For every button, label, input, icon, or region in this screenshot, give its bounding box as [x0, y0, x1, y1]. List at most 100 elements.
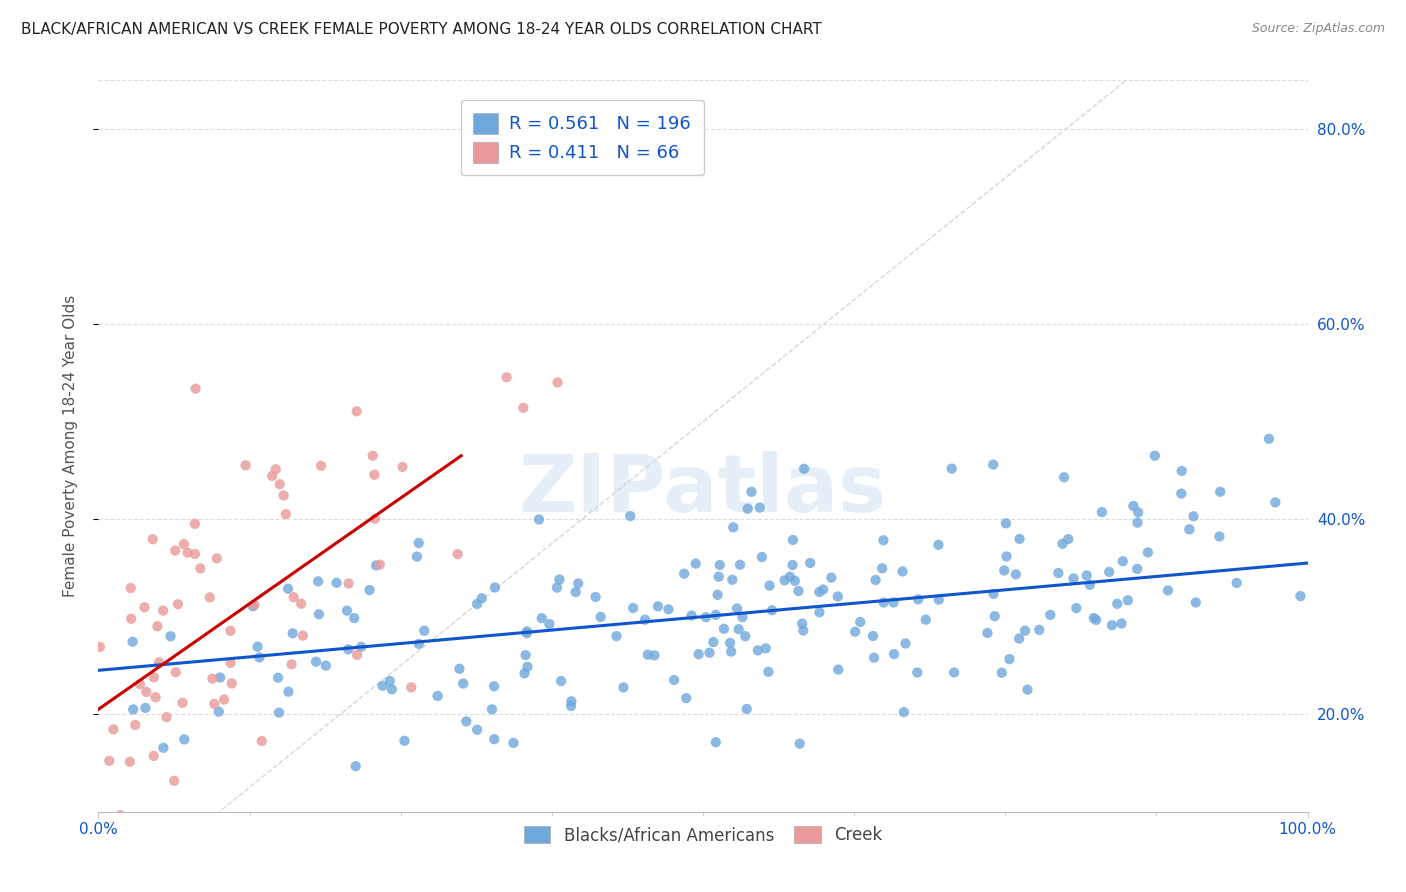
Point [990, 665, 1012, 680]
Point [152, 604, 174, 618]
Point [981, 458, 1004, 472]
Point [344, 759, 367, 773]
Point [1091, 505, 1114, 519]
Point [176, 546, 198, 560]
Point [1111, 616, 1133, 631]
Point [142, 748, 165, 763]
Point [408, 536, 430, 550]
Point [135, 854, 157, 868]
Point [1170, 464, 1192, 478]
Point [907, 592, 929, 607]
Point [1157, 583, 1180, 598]
Point [748, 500, 770, 515]
Point [787, 584, 810, 599]
Point [159, 629, 181, 643]
Point [1008, 632, 1031, 646]
Point [1264, 495, 1286, 509]
Point [516, 660, 538, 674]
Point [1126, 562, 1149, 576]
Point [734, 629, 756, 643]
Point [426, 689, 449, 703]
Point [325, 575, 347, 590]
Point [685, 557, 707, 571]
Point [761, 603, 783, 617]
Point [165, 665, 187, 680]
Point [799, 556, 821, 570]
Point [361, 449, 384, 463]
Point [309, 458, 332, 473]
Point [281, 626, 304, 640]
Point [221, 676, 243, 690]
Point [516, 626, 538, 640]
Point [567, 576, 589, 591]
Point [173, 537, 195, 551]
Point [359, 583, 381, 598]
Point [589, 610, 612, 624]
Point [118, 755, 141, 769]
Point [808, 605, 831, 619]
Point [619, 509, 641, 524]
Point [758, 665, 780, 679]
Point [401, 681, 423, 695]
Point [1209, 484, 1232, 499]
Point [740, 484, 762, 499]
Point [547, 376, 569, 390]
Point [792, 616, 814, 631]
Point [406, 549, 429, 564]
Point [928, 592, 950, 607]
Point [337, 576, 360, 591]
Point [721, 573, 744, 587]
Point [165, 543, 187, 558]
Point [247, 650, 270, 665]
Point [364, 511, 387, 525]
Point [363, 467, 385, 482]
Point [264, 462, 287, 476]
Point [998, 652, 1021, 666]
Point [560, 698, 582, 713]
Point [914, 613, 936, 627]
Point [723, 520, 745, 534]
Point [337, 642, 360, 657]
Point [142, 670, 165, 684]
Point [1226, 576, 1249, 591]
Point [371, 679, 394, 693]
Point [688, 647, 710, 661]
Point [482, 679, 505, 693]
Point [1076, 568, 1098, 582]
Point [502, 736, 524, 750]
Point [737, 501, 759, 516]
Point [202, 697, 225, 711]
Point [779, 570, 801, 584]
Point [862, 629, 884, 643]
Point [983, 609, 1005, 624]
Point [718, 636, 741, 650]
Point [548, 573, 571, 587]
Point [755, 641, 778, 656]
Point [305, 655, 328, 669]
Point [1170, 486, 1192, 500]
Point [235, 458, 257, 473]
Point [643, 648, 665, 663]
Point [89, 640, 111, 654]
Point [1107, 597, 1129, 611]
Point [1078, 578, 1101, 592]
Point [894, 636, 917, 650]
Point [564, 585, 586, 599]
Point [1017, 682, 1039, 697]
Point [773, 574, 796, 588]
Point [205, 551, 228, 566]
Point [713, 622, 735, 636]
Point [184, 516, 207, 531]
Point [308, 607, 330, 622]
Point [1128, 505, 1150, 519]
Point [516, 624, 538, 639]
Point [793, 462, 815, 476]
Point [513, 666, 536, 681]
Point [122, 702, 145, 716]
Point [124, 718, 146, 732]
Point [209, 671, 232, 685]
Point [172, 696, 194, 710]
Point [1289, 589, 1312, 603]
Point [173, 732, 195, 747]
Point [152, 740, 174, 755]
